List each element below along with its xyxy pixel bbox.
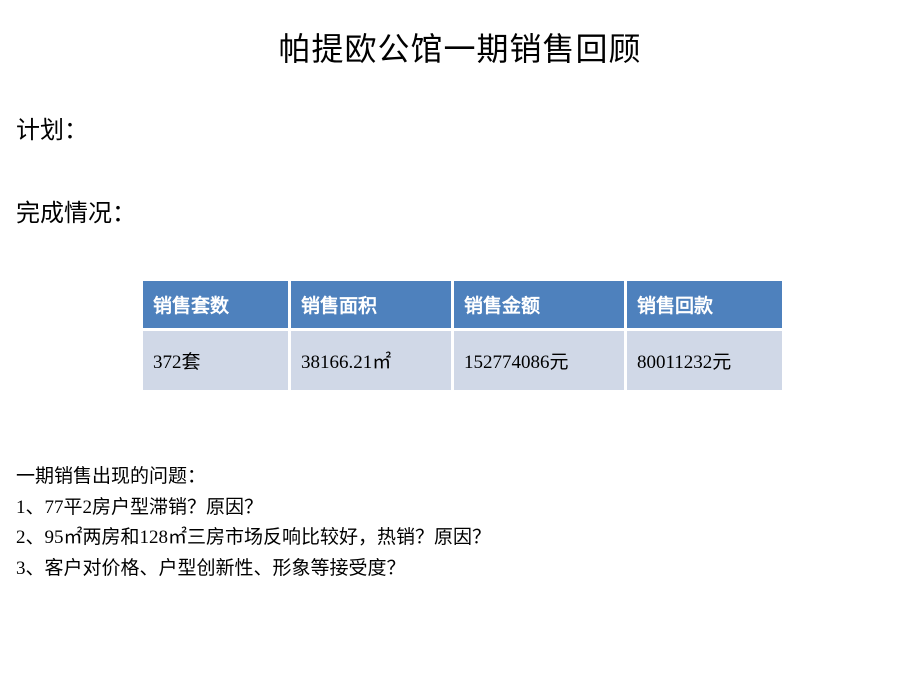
sales-table-wrapper: 销售套数 销售面积 销售金额 销售回款 372套 38166.21㎡ 15277… <box>140 278 920 393</box>
col-header-units: 销售套数 <box>143 281 288 328</box>
table-row: 372套 38166.21㎡ 152774086元 80011232元 <box>143 331 782 390</box>
problem-item: 3、客户对价格、户型创新性、形象等接受度？ <box>16 555 920 584</box>
table-header-row: 销售套数 销售面积 销售金额 销售回款 <box>143 281 782 328</box>
page-title: 帕提欧公馆一期销售回顾 <box>0 0 920 70</box>
col-header-payment: 销售回款 <box>627 281 782 328</box>
problem-item: 1、77平2房户型滞销？原因？ <box>16 494 920 523</box>
problems-section: 一期销售出现的问题： 1、77平2房户型滞销？原因？ 2、95㎡两房和128㎡三… <box>16 463 920 583</box>
cell-payment: 80011232元 <box>627 331 782 390</box>
cell-units: 372套 <box>143 331 288 390</box>
sales-table: 销售套数 销售面积 销售金额 销售回款 372套 38166.21㎡ 15277… <box>140 278 785 393</box>
problem-item: 2、95㎡两房和128㎡三房市场反响比较好，热销？原因？ <box>16 524 920 553</box>
cell-amount: 152774086元 <box>454 331 624 390</box>
cell-area: 38166.21㎡ <box>291 331 451 390</box>
col-header-area: 销售面积 <box>291 281 451 328</box>
plan-label: 计划： <box>16 110 920 145</box>
problems-heading: 一期销售出现的问题： <box>16 463 920 492</box>
completion-label: 完成情况： <box>16 193 920 228</box>
col-header-amount: 销售金额 <box>454 281 624 328</box>
